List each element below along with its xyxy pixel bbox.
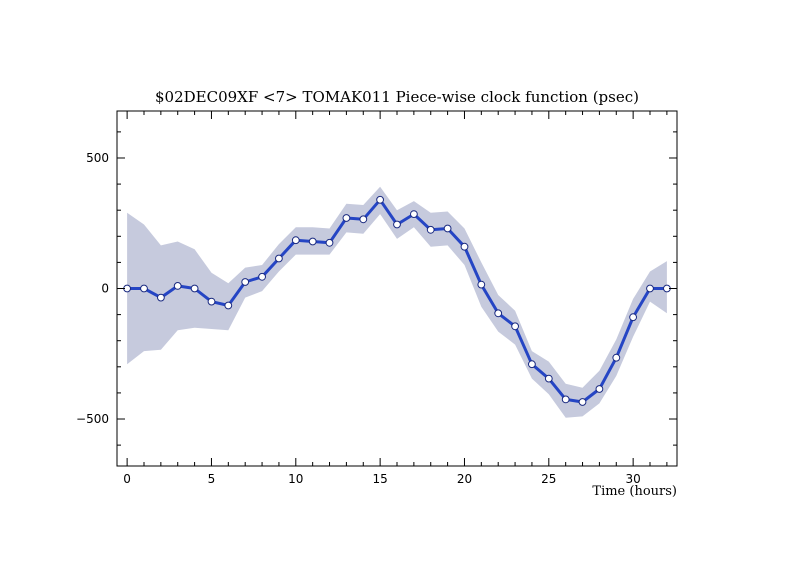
data-point	[528, 360, 536, 369]
y-tick-label: 0	[101, 282, 109, 296]
data-point	[511, 322, 519, 331]
x-tick-label: 30	[626, 472, 641, 486]
data-point	[224, 301, 233, 310]
data-point	[275, 254, 283, 263]
data-point	[359, 215, 368, 224]
x-tick-label: 5	[208, 472, 216, 486]
data-point	[443, 224, 452, 233]
data-point	[190, 284, 199, 293]
data-point	[544, 374, 553, 383]
data-point	[494, 309, 503, 318]
data-point	[595, 385, 604, 393]
data-point	[241, 278, 250, 286]
data-point	[291, 236, 300, 245]
data-point	[258, 272, 267, 281]
data-point	[612, 353, 621, 362]
data-point	[342, 214, 351, 222]
data-point	[393, 220, 401, 229]
x-tick-label: 20	[457, 472, 472, 486]
data-point	[561, 395, 570, 404]
data-point	[308, 237, 317, 246]
data-point	[207, 297, 216, 306]
uncertainty-band	[127, 186, 667, 418]
data-point	[578, 398, 587, 406]
data-point	[426, 225, 435, 234]
axis-ticks: 0 5 10 15 20 25 30 −500 0 500	[76, 111, 677, 486]
x-tick-label: 15	[372, 472, 387, 486]
data-point	[157, 293, 165, 302]
x-tick-label: 10	[288, 472, 303, 486]
y-tick-label: −500	[76, 412, 109, 426]
x-tick-label: 25	[541, 472, 556, 486]
data-point	[173, 282, 182, 290]
data-point	[140, 284, 148, 293]
chart-title: $02DEC09XF <7> TOMAK011 Piece-wise clock…	[155, 88, 639, 106]
clock-series-markers	[123, 195, 671, 406]
x-tick-label: 0	[123, 472, 131, 486]
y-tick-label: 500	[86, 151, 109, 165]
data-point	[460, 242, 469, 251]
data-point	[325, 238, 334, 247]
data-point	[646, 284, 654, 293]
x-axis-label: Time (hours)	[592, 484, 677, 499]
data-point	[410, 210, 418, 219]
band-area	[127, 186, 667, 418]
data-point	[629, 313, 637, 322]
data-point	[477, 280, 486, 289]
data-point	[376, 195, 385, 204]
